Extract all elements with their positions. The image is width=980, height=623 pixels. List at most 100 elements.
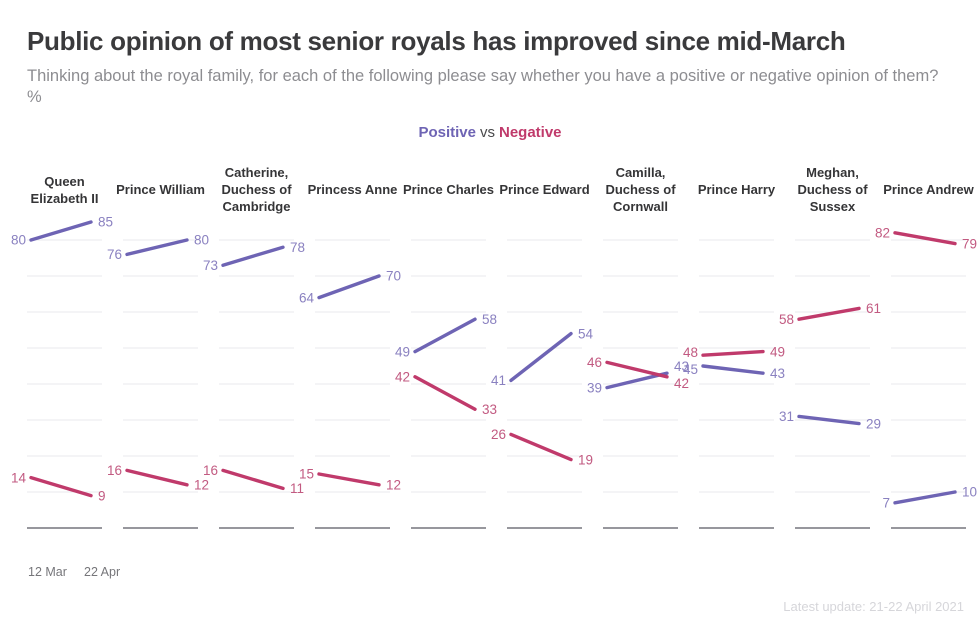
positive-value-label: 43 (674, 359, 689, 374)
royal-panel: Prince Harry 45 48 43 49 (683, 163, 785, 532)
negative-line (413, 375, 477, 411)
royal-panel: Meghan, Duchess of Sussex 31 58 29 61 (779, 163, 881, 532)
slope-graph: 76 16 80 12 (107, 233, 209, 529)
footer-note: Latest update: 21-22 April 2021 (783, 599, 964, 614)
slope-chart: Queen Elizabeth II 80 14 85 9 Prince William 7… (0, 163, 980, 532)
royal-name: Prince Harry (697, 182, 776, 198)
negative-value-label: 12 (194, 477, 209, 492)
positive-value-label: 45 (683, 362, 698, 377)
positive-value-label: 76 (107, 247, 122, 262)
royal-name: Catherine, Duchess of Cambridge (221, 165, 292, 215)
slope-graph: 80 14 85 9 (11, 215, 113, 529)
royal-panel: Prince Andrew 7 82 10 79 (875, 163, 977, 532)
legend: Positive vs Negative (0, 124, 980, 141)
chart-subtitle: Thinking about the royal family, for eac… (27, 67, 939, 106)
negative-value-label: 46 (587, 355, 602, 370)
positive-line (797, 414, 861, 426)
negative-value-label: 58 (779, 312, 794, 327)
negative-value-label: 42 (395, 369, 410, 384)
negative-value-label: 12 (386, 477, 401, 492)
negative-value-label: 9 (98, 488, 106, 503)
legend-separator: vs (480, 123, 495, 141)
negative-value-label: 19 (578, 452, 593, 467)
negative-line (317, 472, 381, 487)
royal-name: Prince Edward (499, 182, 590, 198)
negative-value-label: 26 (491, 427, 506, 442)
positive-value-label: 31 (779, 409, 794, 424)
royal-panel: Queen Elizabeth II 80 14 85 9 (11, 163, 113, 532)
positive-value-label: 54 (578, 326, 594, 341)
positive-line (221, 245, 285, 267)
x-tick-end: 22 Apr (84, 565, 121, 579)
positive-value-label: 80 (11, 233, 26, 248)
chart-page: Public opinion of most senior royals has… (0, 26, 980, 623)
negative-line (605, 360, 669, 379)
positive-value-label: 49 (395, 344, 410, 359)
negative-line (509, 432, 573, 462)
positive-value-label: 58 (482, 312, 497, 327)
royal-panel: Prince Edward 41 26 54 19 (491, 163, 594, 532)
positive-line (509, 331, 573, 383)
negative-value-label: 16 (203, 463, 218, 478)
royal-panel: Prince William 76 16 80 12 (107, 163, 209, 532)
positive-value-label: 64 (299, 290, 315, 305)
slope-graph: 41 26 54 19 (491, 239, 594, 529)
royal-name: Prince William (116, 182, 205, 198)
royal-name: Prince Andrew (883, 182, 974, 198)
negative-line (29, 475, 93, 498)
royal-panel: Prince Charles 49 42 58 33 (395, 163, 497, 532)
legend-positive-label: Positive (418, 123, 476, 141)
slope-graph: 31 58 29 61 (779, 239, 881, 529)
negative-value-label: 11 (290, 481, 304, 496)
slope-graph: 64 15 70 12 (299, 239, 401, 529)
negative-value-label: 14 (11, 470, 27, 485)
negative-value-label: 61 (866, 301, 881, 316)
negative-value-label: 15 (299, 467, 314, 482)
negative-value-label: 49 (770, 344, 785, 359)
royal-name: Prince Charles (402, 182, 495, 198)
x-tick-start: 12 Mar (28, 565, 67, 579)
slope-graph: 45 48 43 49 (683, 239, 785, 529)
positive-value-label: 43 (770, 366, 785, 381)
royal-panel: Princess Anne 64 15 70 12 (299, 163, 401, 532)
negative-line (893, 231, 957, 246)
positive-value-label: 39 (587, 380, 602, 395)
negative-line (701, 349, 765, 357)
positive-line (29, 220, 93, 242)
slope-graph: 39 46 43 42 (587, 239, 689, 529)
slope-graph: 73 16 78 11 (203, 239, 305, 529)
royal-panel: Camilla, Duchess of Cornwall 39 46 43 42 (587, 163, 689, 532)
royal-name: Princess Anne (307, 182, 398, 198)
royal-name: Camilla, Duchess of Cornwall (605, 165, 676, 215)
negative-value-label: 79 (962, 236, 977, 251)
negative-value-label: 48 (683, 345, 698, 360)
x-axis: 12 Mar 22 Apr (0, 565, 980, 581)
positive-value-label: 80 (194, 233, 209, 248)
positive-value-label: 70 (386, 269, 401, 284)
positive-line (125, 238, 189, 257)
slope-graph: 7 82 10 79 (875, 225, 977, 529)
chart-title: Public opinion of most senior royals has… (27, 26, 846, 56)
negative-value-label: 82 (875, 225, 890, 240)
positive-line (701, 364, 765, 375)
negative-line (221, 468, 285, 491)
negative-value-label: 42 (674, 376, 689, 391)
negative-line (797, 306, 861, 321)
royal-name: Meghan, Duchess of Sussex (797, 165, 868, 215)
royal-panel: Catherine, Duchess of Cambridge 73 16 78 11 (203, 163, 305, 532)
positive-value-label: 73 (203, 258, 218, 273)
positive-value-label: 29 (866, 416, 881, 431)
positive-value-label: 10 (962, 485, 977, 500)
slope-graph: 49 42 58 33 (395, 239, 497, 529)
legend-negative-label: Negative (499, 123, 562, 141)
positive-value-label: 78 (290, 240, 305, 255)
negative-value-label: 33 (482, 402, 497, 417)
positive-value-label: 41 (491, 373, 506, 388)
positive-line (413, 317, 477, 354)
positive-value-label: 7 (882, 495, 890, 510)
negative-value-label: 16 (107, 463, 122, 478)
positive-line (893, 490, 957, 505)
positive-value-label: 85 (98, 215, 113, 230)
negative-line (125, 468, 189, 487)
royal-name: Queen Elizabeth II (30, 173, 99, 206)
